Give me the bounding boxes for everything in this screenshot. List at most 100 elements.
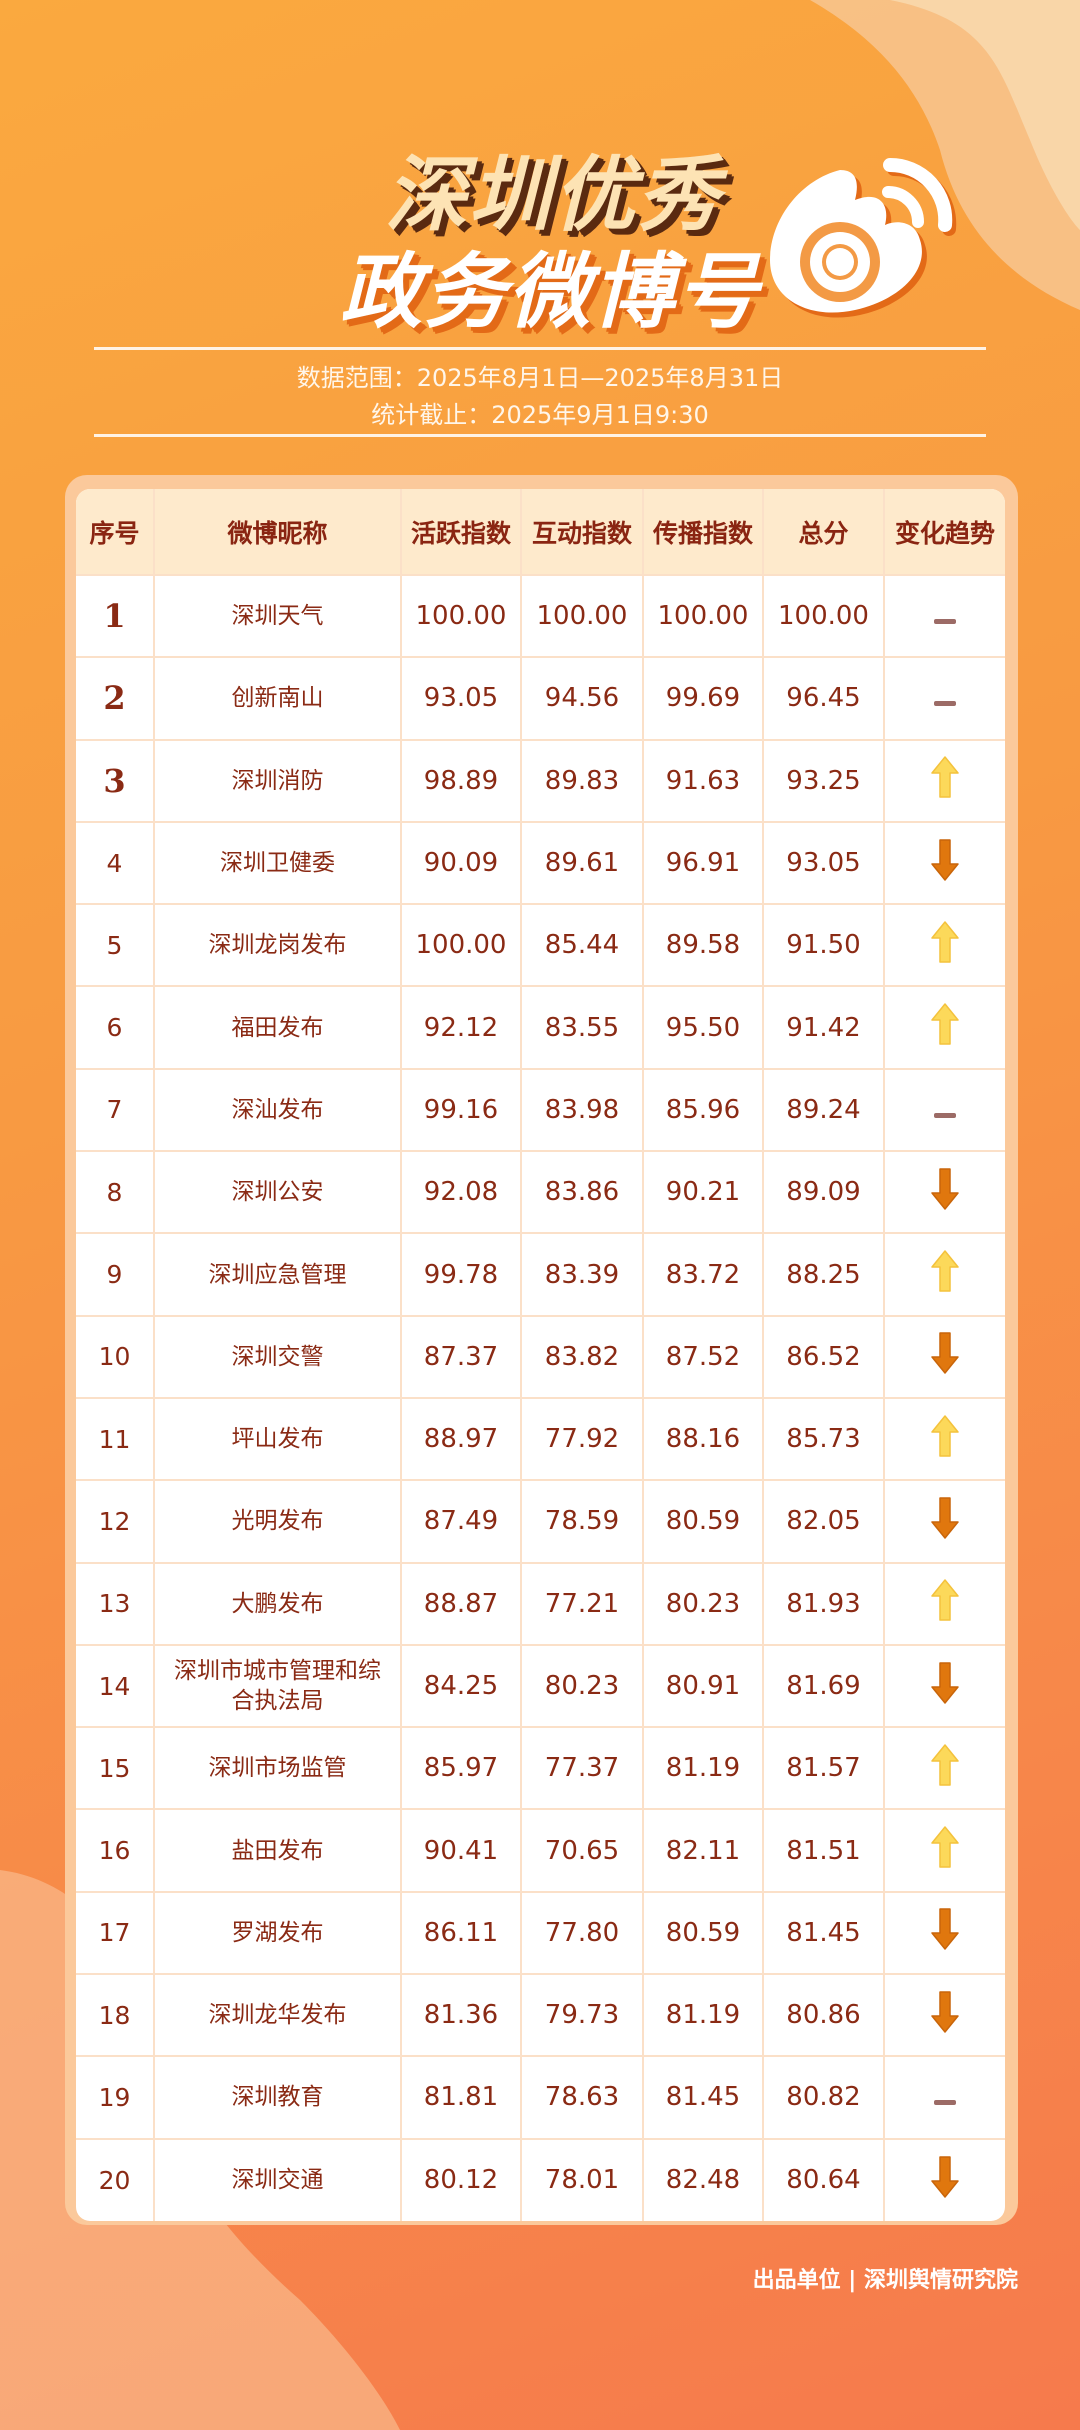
- spread-index: 80.59: [643, 1479, 764, 1563]
- activity-index: 87.37: [401, 1314, 522, 1398]
- table-row: 15 深圳市场监管 85.97 77.37 81.19 81.57: [76, 1726, 1005, 1810]
- activity-index: 81.81: [401, 2055, 522, 2139]
- interaction-index: 79.73: [521, 1973, 644, 2057]
- trend-cell: [884, 1314, 1005, 1398]
- account-name: 深圳市城市管理和综合执法局: [154, 1643, 402, 1728]
- trend-cell: [884, 2055, 1005, 2139]
- table-row: 13 大鹏发布 88.87 77.21 80.23 81.93: [76, 1561, 1005, 1645]
- arrow-down-icon: [931, 1497, 959, 1539]
- interaction-index: 77.92: [521, 1396, 644, 1481]
- total-score: 81.57: [763, 1726, 885, 1810]
- account-name: 福田发布: [154, 985, 402, 1069]
- total-score: 96.45: [763, 656, 885, 740]
- spread-index: 89.58: [643, 903, 764, 987]
- trend-cell: [884, 1726, 1005, 1810]
- interaction-index: 77.80: [521, 1890, 644, 1975]
- interaction-index: 85.44: [521, 903, 644, 987]
- table-row: 7 深汕发布 99.16 83.98 85.96 89.24: [76, 1067, 1005, 1152]
- activity-index: 84.25: [401, 1643, 522, 1728]
- activity-index: 80.12: [401, 2137, 522, 2221]
- trend-cell: [884, 656, 1005, 740]
- activity-index: 93.05: [401, 656, 522, 740]
- no-change-icon: [934, 701, 956, 707]
- account-name: 深圳交通: [154, 2137, 402, 2221]
- account-name: 深圳天气: [154, 573, 402, 658]
- divider: [94, 434, 986, 437]
- table-row: 4 深圳卫健委 90.09 89.61 96.91 93.05: [76, 820, 1005, 905]
- arrow-down-icon: [931, 1990, 959, 2033]
- interaction-index: 83.86: [521, 1150, 644, 1234]
- activity-index: 85.97: [401, 1726, 522, 1810]
- account-name: 深圳教育: [154, 2055, 402, 2139]
- rank: 8: [76, 1150, 155, 1234]
- total-score: 88.25: [763, 1232, 885, 1316]
- total-score: 93.05: [763, 820, 885, 905]
- interaction-index: 83.39: [521, 1232, 644, 1316]
- spread-index: 96.91: [643, 820, 764, 905]
- account-name: 创新南山: [154, 656, 402, 740]
- total-score: 86.52: [763, 1314, 885, 1398]
- title-line1: 深圳优秀: [385, 148, 721, 243]
- rank: 16: [76, 1808, 155, 1892]
- arrow-up-icon: [931, 1826, 959, 1868]
- spread-index: 81.19: [643, 1726, 764, 1810]
- interaction-index: 78.63: [521, 2055, 644, 2139]
- interaction-index: 78.01: [521, 2137, 644, 2221]
- interaction-index: 94.56: [521, 656, 644, 740]
- spread-index: 82.11: [643, 1808, 764, 1892]
- spread-index: 81.45: [643, 2055, 764, 2139]
- total-score: 80.82: [763, 2055, 885, 2139]
- table-row: 10 深圳交警 87.37 83.82 87.52 86.52: [76, 1314, 1005, 1398]
- total-score: 89.09: [763, 1150, 885, 1234]
- cutoff-time: 统计截止：2025年9月1日9:30: [371, 401, 709, 429]
- arrow-up-icon: [931, 1744, 959, 1786]
- spread-index: 82.48: [643, 2137, 764, 2221]
- total-score: 81.51: [763, 1808, 885, 1892]
- table-row: 3 深圳消防 98.89 89.83 91.63 93.25: [76, 738, 1005, 822]
- total-score: 81.69: [763, 1643, 885, 1728]
- activity-index: 99.16: [401, 1067, 522, 1152]
- table-row: 18 深圳龙华发布 81.36 79.73 81.19 80.86: [76, 1973, 1005, 2057]
- rank: 7: [76, 1067, 155, 1152]
- account-name: 深圳交警: [154, 1314, 402, 1398]
- divider: [94, 347, 986, 350]
- activity-index: 87.49: [401, 1479, 522, 1563]
- total-score: 89.24: [763, 1067, 885, 1152]
- arrow-down-icon: [931, 2156, 959, 2198]
- arrow-up-icon: [931, 1003, 959, 1045]
- spread-index: 88.16: [643, 1396, 764, 1481]
- trend-cell: [884, 1890, 1005, 1975]
- interaction-index: 77.37: [521, 1726, 644, 1810]
- table-row: 19 深圳教育 81.81 78.63 81.45 80.82: [76, 2055, 1005, 2139]
- interaction-index: 89.83: [521, 738, 644, 822]
- arrow-up-icon: [931, 1250, 959, 1292]
- activity-index: 88.97: [401, 1396, 522, 1481]
- trend-cell: [884, 903, 1005, 987]
- total-score: 91.50: [763, 903, 885, 987]
- title-line2: 政务微博号: [340, 245, 760, 340]
- arrow-down-icon: [931, 838, 959, 881]
- account-name: 深圳市场监管: [154, 1726, 402, 1810]
- rank: 9: [76, 1232, 155, 1316]
- rank: 13: [76, 1561, 155, 1645]
- total-score: 85.73: [763, 1396, 885, 1481]
- spread-index: 100.00: [643, 573, 764, 658]
- spread-index: 87.52: [643, 1314, 764, 1398]
- column-header: 总分: [763, 489, 885, 575]
- arrow-down-icon: [931, 1332, 959, 1375]
- account-name: 深圳卫健委: [154, 820, 402, 905]
- no-change-icon: [934, 2100, 956, 2106]
- rank: 4: [76, 820, 155, 905]
- table-row: 20 深圳交通 80.12 78.01 82.48 80.64: [76, 2137, 1005, 2221]
- activity-index: 92.08: [401, 1150, 522, 1234]
- activity-index: 99.78: [401, 1232, 522, 1316]
- activity-index: 100.00: [401, 903, 522, 987]
- rank: 6: [76, 985, 155, 1069]
- interaction-index: 70.65: [521, 1808, 644, 1892]
- account-name: 坪山发布: [154, 1396, 402, 1481]
- trend-cell: [884, 1973, 1005, 2057]
- total-score: 81.93: [763, 1561, 885, 1645]
- spread-index: 80.59: [643, 1890, 764, 1975]
- table-row: 2 创新南山 93.05 94.56 99.69 96.45: [76, 656, 1005, 740]
- trend-cell: [884, 1561, 1005, 1645]
